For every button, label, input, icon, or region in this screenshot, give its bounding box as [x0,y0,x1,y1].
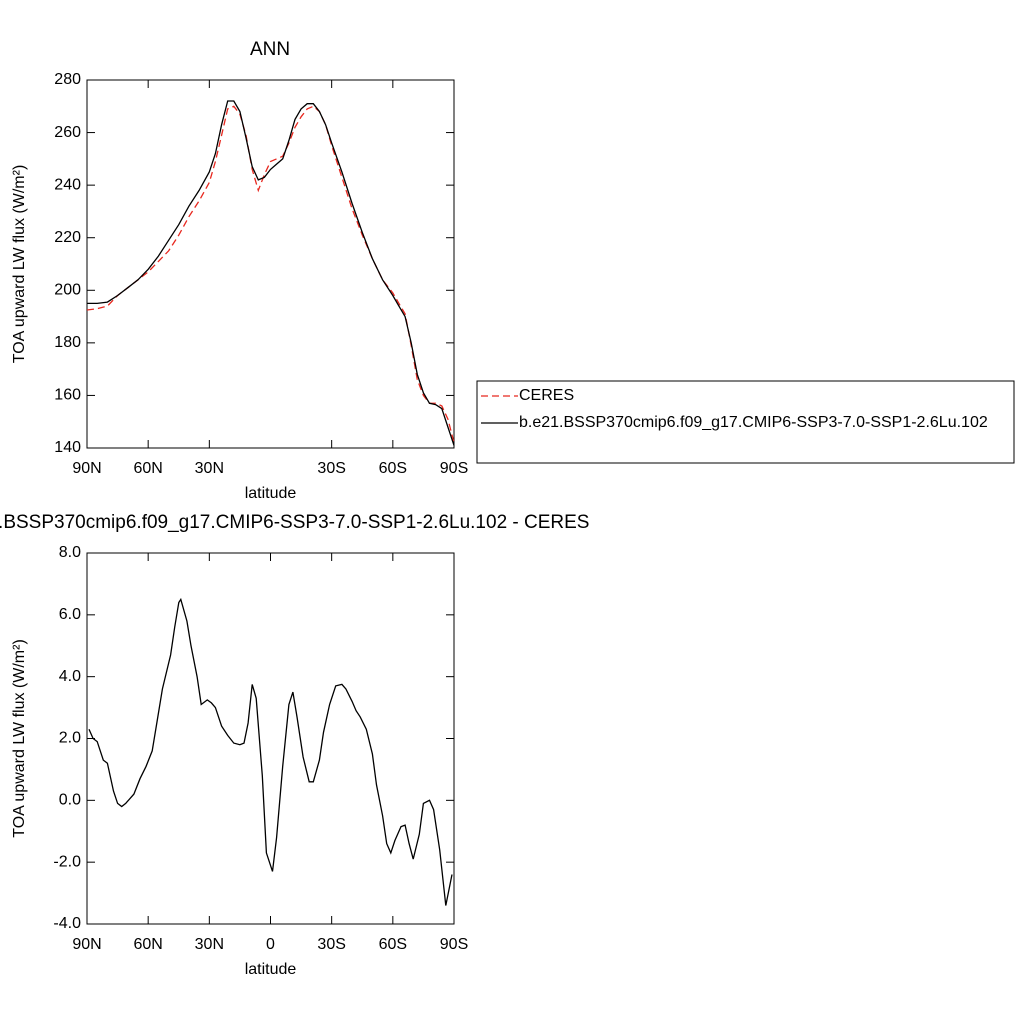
data-line [87,100,455,446]
y-tick-label: -2.0 [53,853,81,870]
x-tick-label: 60S [379,460,407,477]
x-tick-label: 90N [72,460,101,477]
y-tick-label: 2.0 [59,730,81,747]
data-line [88,597,453,906]
legend-box [476,380,1015,464]
x-tick-label: 90S [440,936,468,953]
plot-frame [86,79,455,449]
x-tick-label: 60S [379,936,407,953]
y-tick-label: 200 [54,282,81,299]
y-axis-label: TOA upward LW flux (W/m²) [11,165,28,364]
y-axis-label: TOA upward LW flux (W/m²) [11,639,28,838]
data-line [86,105,455,443]
y-tick-label: 140 [54,439,81,456]
x-tick-label: 90N [72,936,101,953]
x-axis-label: latitude [245,961,297,978]
x-axis-label: latitude [245,485,297,502]
x-tick-label: 60N [133,460,162,477]
plot-frame [86,552,455,925]
x-tick-label: 90S [440,460,468,477]
legend-label: b.e21.BSSP370cmip6.f09_g17.CMIP6-SSP3-7.… [519,414,988,431]
legend-label: CERES [519,387,574,404]
y-tick-label: 260 [54,124,81,141]
x-tick-label: 60N [133,936,162,953]
x-tick-label: 30S [317,460,345,477]
y-tick-label: 4.0 [59,668,81,685]
y-tick-label: -4.0 [53,915,81,932]
chart-title: b.e21.BSSP370cmip6.f09_g17.CMIP6-SSP3-7.… [0,512,589,533]
x-tick-label: 30N [195,936,224,953]
y-tick-label: 180 [54,334,81,351]
y-tick-label: 6.0 [59,606,81,623]
x-tick-label: 0 [266,936,275,953]
x-tick-label: 30N [195,460,224,477]
x-tick-label: 30S [317,936,345,953]
y-tick-label: 280 [54,71,81,88]
y-tick-label: 240 [54,176,81,193]
y-tick-label: 8.0 [59,544,81,561]
y-tick-label: 160 [54,387,81,404]
y-tick-label: 220 [54,229,81,246]
y-tick-label: 0.0 [59,792,81,809]
chart-title: ANN [250,39,290,60]
